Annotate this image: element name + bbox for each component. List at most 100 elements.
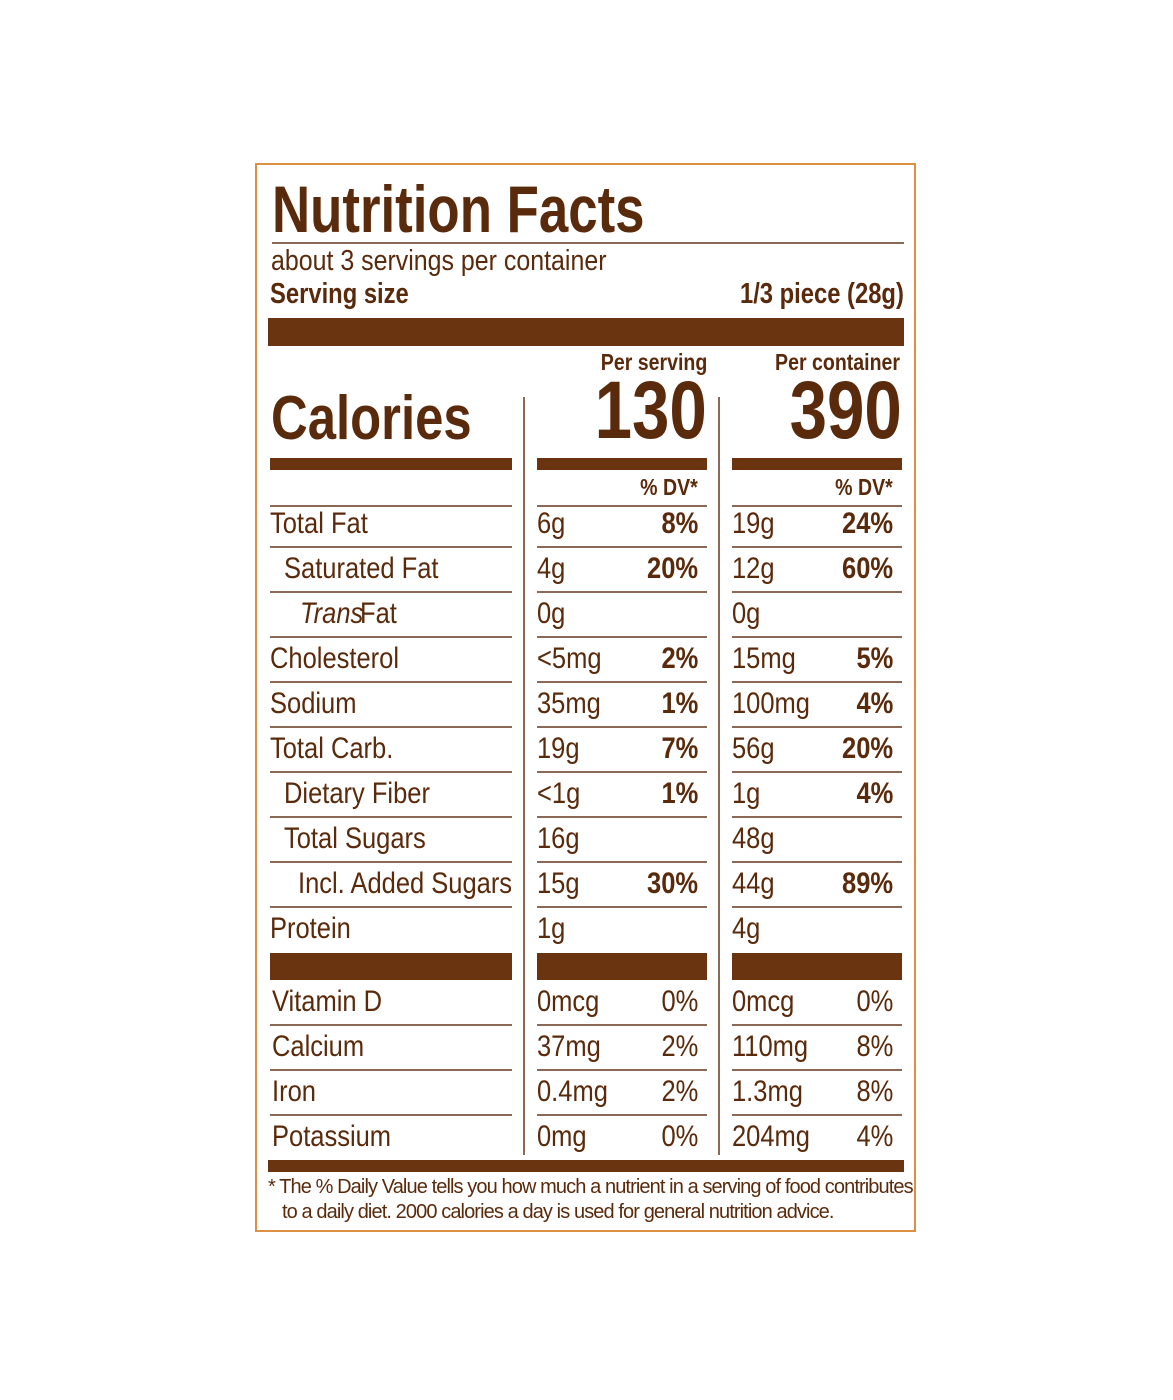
amount: 0mg [537, 1121, 595, 1152]
nutrient-name-text: Total Carb. [270, 731, 394, 765]
rule [537, 906, 707, 908]
amount: 1g [732, 778, 765, 809]
rule [537, 636, 707, 638]
nutrient-name-text: Total Fat [270, 506, 368, 540]
percent-dv: 8% [850, 1074, 893, 1108]
rule [732, 726, 902, 728]
dv-header: % DV* [630, 476, 698, 499]
calories-label: Calories [271, 387, 516, 450]
serving-size-value: 1/3 piece (28g) [704, 280, 904, 309]
nutrient-name-text: Iron [272, 1074, 316, 1108]
nutrient-name-text: Sodium [270, 686, 357, 720]
nutrient-name-text: Potassium [272, 1119, 392, 1153]
percent-dv: 1% [655, 778, 698, 809]
amount-text: 1.3mg [732, 1074, 803, 1108]
amount-text: 19g [537, 731, 580, 765]
amount-text: 19g [732, 506, 775, 540]
amount: 110mg [732, 1029, 822, 1063]
percent-dv: 0% [850, 986, 893, 1017]
rule [537, 546, 707, 548]
amount-text: 110mg [732, 1029, 809, 1063]
nutrient-name-text: Calcium [272, 1029, 365, 1063]
percent-dv: 4% [850, 778, 893, 809]
column-divider [523, 397, 525, 1155]
amount: 44g [732, 866, 782, 900]
rule [732, 591, 902, 593]
amount: 48g [732, 823, 782, 854]
rule [732, 636, 902, 638]
amount-text: 6g [537, 506, 566, 540]
amount-text: 56g [732, 731, 775, 765]
rule [270, 546, 512, 548]
rule [732, 546, 902, 548]
bar [537, 953, 707, 980]
amount: 6g [537, 506, 570, 540]
nutrient-name: Protein [270, 913, 365, 944]
nutrient-name: Cholesterol [270, 641, 422, 675]
amount: 100mg [732, 686, 824, 720]
amount-text: 0mcg [537, 984, 600, 1018]
serving-size-value-text: 1/3 piece (28g) [740, 278, 904, 311]
servings: about 3 servings per container [271, 247, 661, 276]
nutrient-name-text: Cholesterol [270, 641, 399, 675]
servings-text: about 3 servings per container [271, 245, 607, 278]
rule [270, 636, 512, 638]
nutrient-name-text: Fat [360, 596, 397, 630]
amount: 204mg [732, 1121, 824, 1152]
percent-dv-text: 5% [856, 641, 893, 675]
rule [732, 1114, 902, 1116]
rule [537, 816, 707, 818]
nutrient-name: Dietary Fiber [284, 778, 456, 809]
dv-header-text: % DV* [835, 474, 893, 501]
percent-dv-text: 1% [661, 686, 698, 720]
nutrient-name: Incl. Added Sugars [298, 868, 550, 899]
rule [537, 681, 707, 683]
amount: 56g [732, 731, 782, 765]
label-border [255, 163, 916, 1232]
percent-dv-text: 0% [661, 984, 698, 1018]
amount: 0mcg [537, 984, 610, 1018]
nutrient-name: Saturated Fat [284, 553, 466, 584]
percent-dv: 24% [833, 508, 893, 539]
amount: 16g [537, 821, 587, 855]
amount-text: 16g [537, 821, 580, 855]
column-divider [718, 397, 720, 1155]
rule [732, 505, 902, 507]
rule [270, 861, 512, 863]
amount: 1g [537, 913, 570, 944]
percent-dv-text: 8% [856, 1074, 893, 1108]
rule [270, 726, 512, 728]
percent-dv: 89% [833, 868, 893, 899]
amount-text: 35mg [537, 686, 601, 720]
amount-text: 12g [732, 551, 775, 585]
amount-text: 44g [732, 866, 775, 900]
nutrient-name: Potassium [272, 1119, 412, 1153]
percent-dv-text: 20% [646, 551, 698, 585]
percent-dv-text: 8% [661, 506, 698, 540]
nutrient-name: Iron [272, 1074, 324, 1108]
nutrient-name: Trans [300, 596, 374, 630]
percent-dv: 20% [833, 733, 893, 764]
percent-dv: 8% [655, 506, 698, 540]
rule [537, 726, 707, 728]
percent-dv: 4% [850, 688, 893, 719]
serving-size-label: Serving size [270, 280, 439, 309]
amount-text: 100mg [732, 686, 810, 720]
percent-dv-text: 8% [856, 1029, 893, 1063]
percent-dv: 7% [655, 733, 698, 764]
rule [537, 861, 707, 863]
nutrient-name: Fat [360, 596, 403, 630]
nutrient-name: Sodium [270, 686, 372, 720]
percent-dv: 0% [655, 984, 698, 1018]
amount: 15mg [732, 643, 807, 674]
percent-dv-text: 4% [856, 1119, 893, 1153]
rule [272, 242, 904, 244]
percent-dv: 60% [833, 553, 893, 584]
nutrient-name-text: Total Sugars [284, 821, 426, 855]
percent-dv: 2% [655, 1031, 698, 1062]
amount-text: 0g [537, 596, 566, 630]
nutrient-name: Total Sugars [284, 821, 451, 855]
nutrient-name-text: Trans [300, 596, 364, 630]
dv-header-text: % DV* [640, 474, 698, 501]
bar [268, 318, 904, 346]
